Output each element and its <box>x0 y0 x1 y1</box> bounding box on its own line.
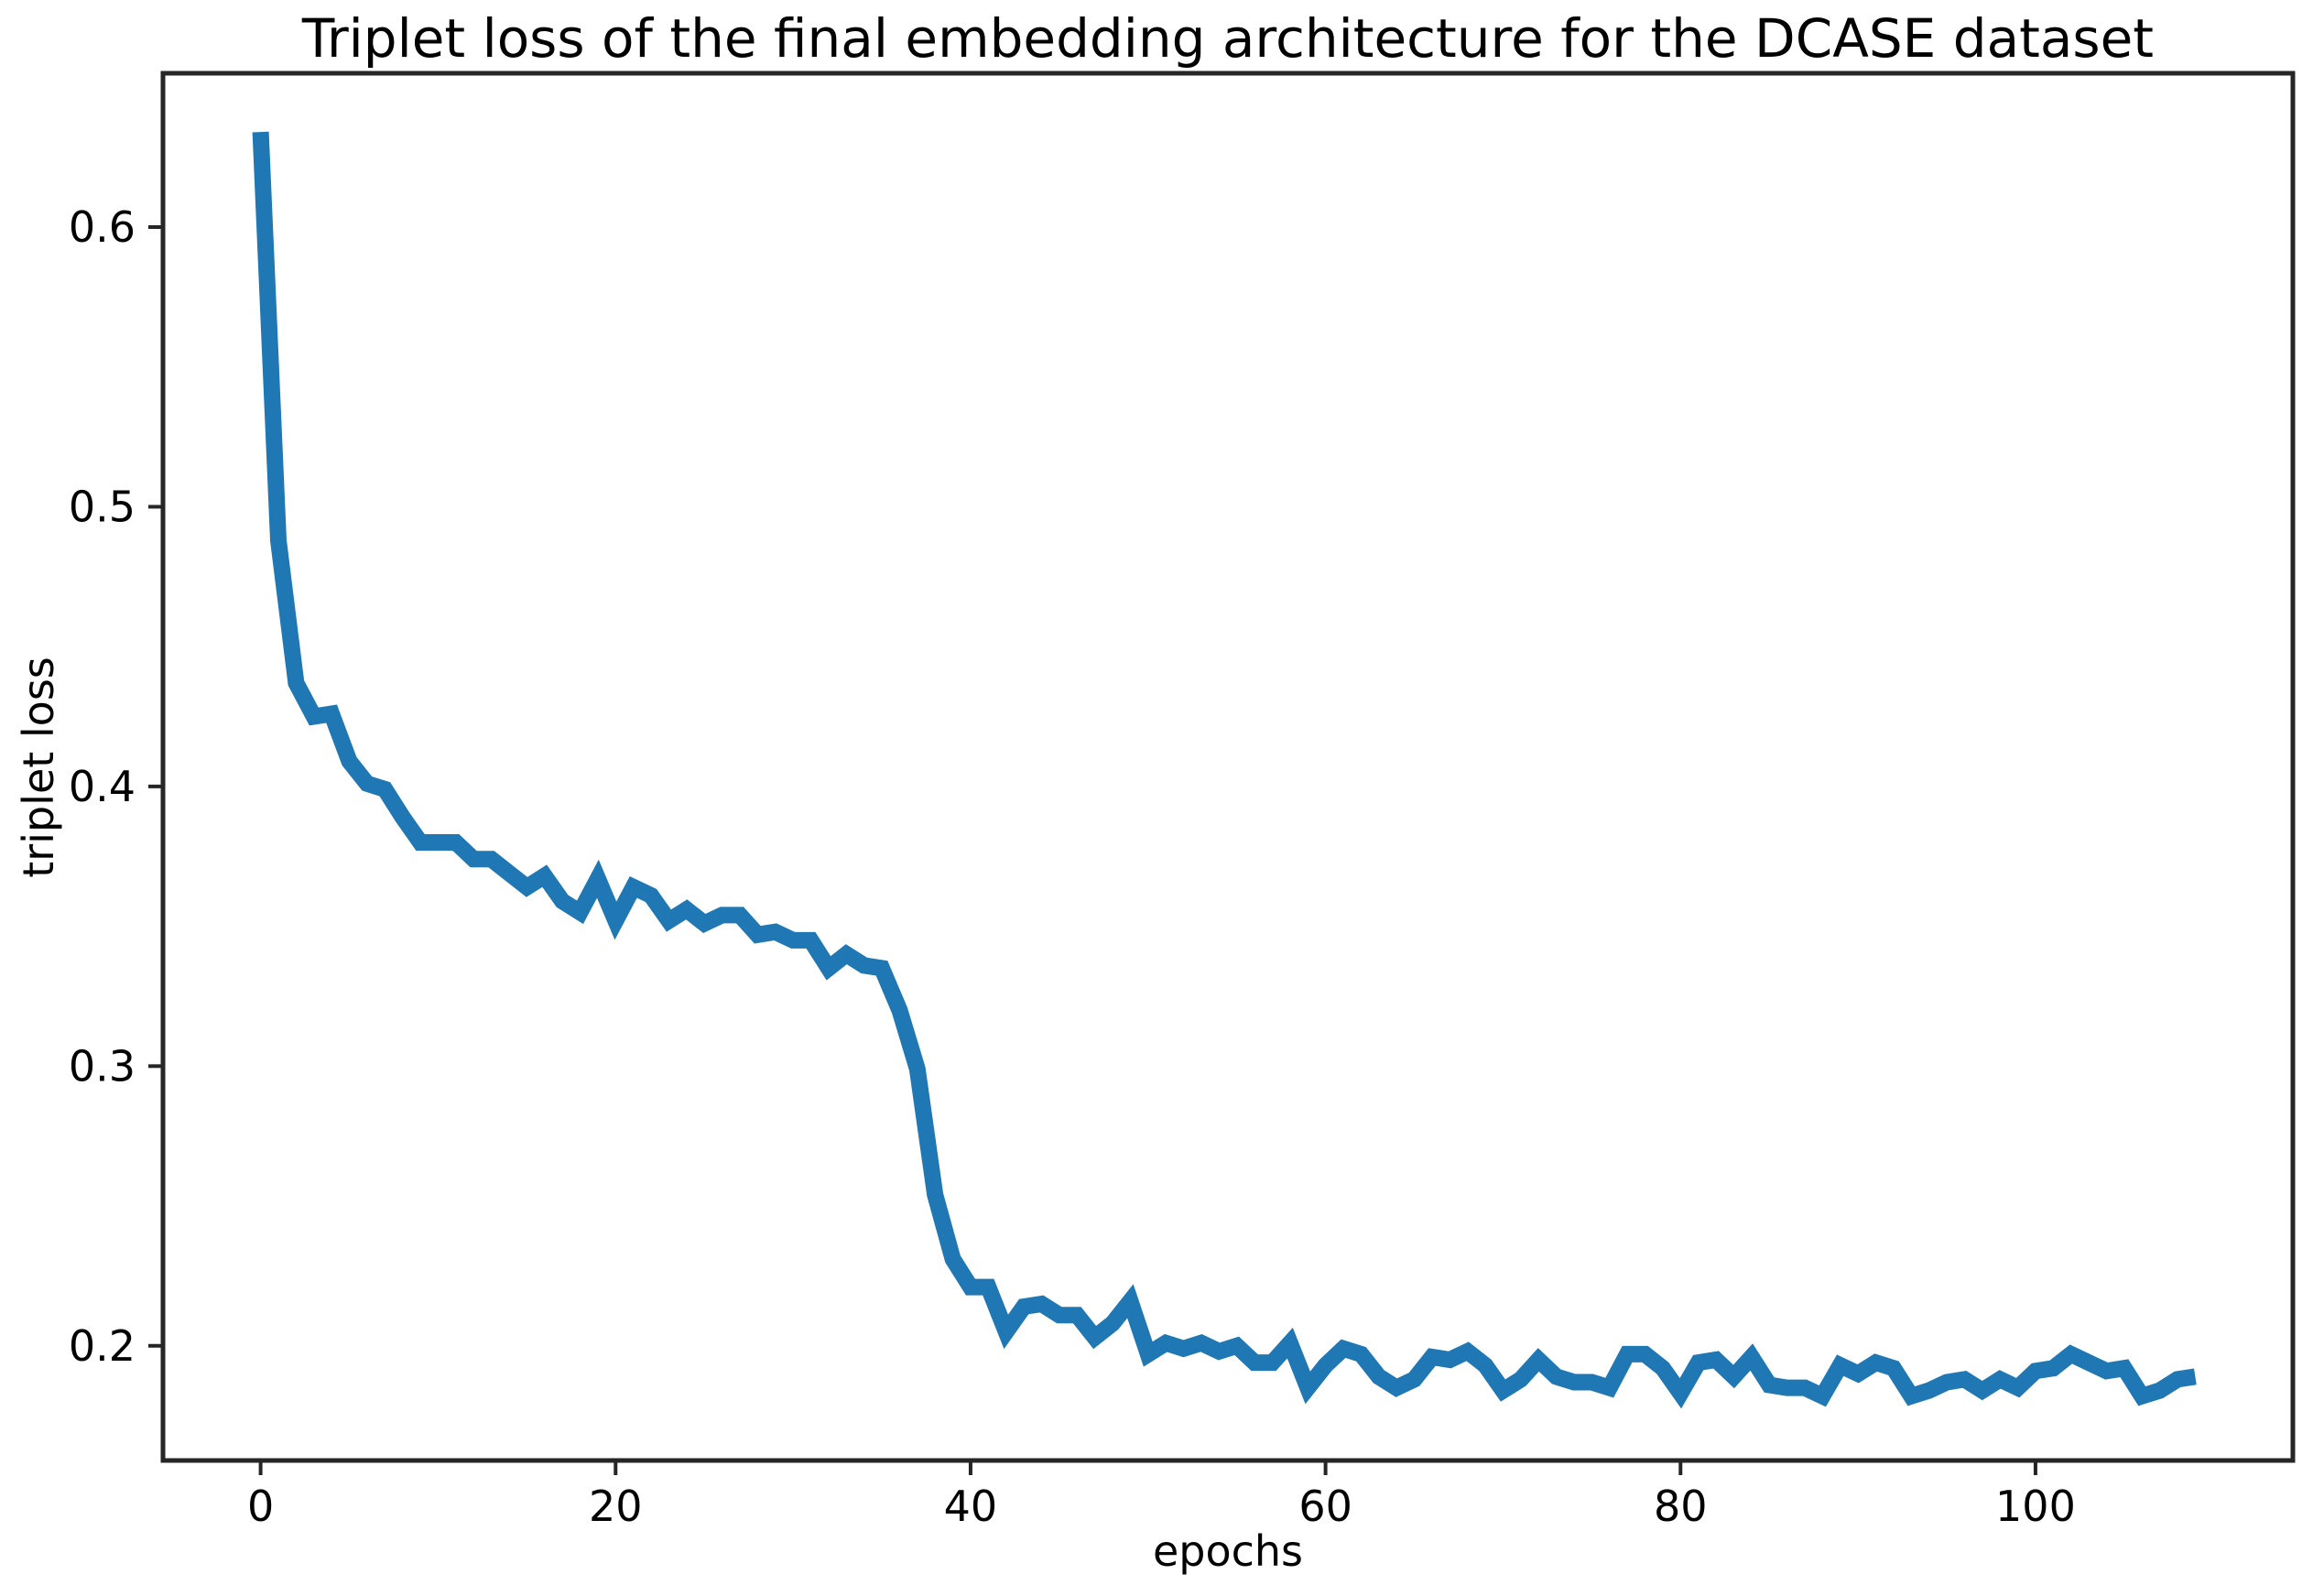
x-tick-label: 20 <box>589 1482 643 1531</box>
plot-frame <box>160 71 2296 1463</box>
y-tick-label: 0.5 <box>69 482 136 531</box>
x-axis-label: epochs <box>1153 1526 1303 1576</box>
ticks-layer: 0 20 40 60 80 100 0.2 0.3 0.4 0.5 0.6 <box>69 202 2076 1531</box>
x-tick-label: 80 <box>1654 1482 1708 1531</box>
x-tick-label: 60 <box>1298 1482 1352 1531</box>
y-tick-label: 0.2 <box>69 1321 136 1371</box>
y-tick-label: 0.4 <box>69 762 136 811</box>
x-tick-label: 0 <box>247 1482 274 1531</box>
series-line <box>252 131 2197 1409</box>
y-axis-label: triplet loss <box>14 657 63 878</box>
y-tick-label: 0.6 <box>69 202 136 252</box>
x-tick-label: 100 <box>1995 1482 2076 1531</box>
series-layer <box>252 131 2197 1409</box>
chart-title: Triplet loss of the final embedding arch… <box>301 7 2154 70</box>
y-tick-label: 0.3 <box>69 1041 136 1091</box>
x-tick-label: 40 <box>944 1482 998 1531</box>
